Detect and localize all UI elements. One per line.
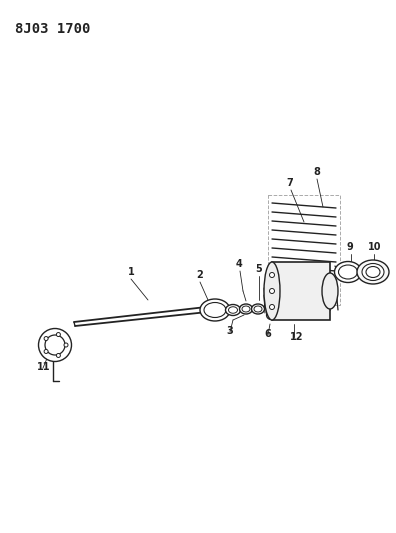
Ellipse shape xyxy=(56,353,61,358)
Ellipse shape xyxy=(270,288,274,294)
Ellipse shape xyxy=(322,273,338,309)
Ellipse shape xyxy=(44,350,48,353)
Ellipse shape xyxy=(38,328,72,361)
Ellipse shape xyxy=(362,263,384,280)
Ellipse shape xyxy=(204,303,226,318)
Ellipse shape xyxy=(251,304,265,314)
Bar xyxy=(268,195,340,305)
Text: 6: 6 xyxy=(264,329,271,339)
Text: 10: 10 xyxy=(368,242,381,252)
Ellipse shape xyxy=(267,311,276,319)
Text: 1: 1 xyxy=(128,267,135,277)
Text: 9: 9 xyxy=(347,242,354,252)
Ellipse shape xyxy=(225,304,240,316)
Text: 7: 7 xyxy=(286,178,293,188)
Text: 12: 12 xyxy=(290,332,303,342)
Text: 5: 5 xyxy=(255,264,262,274)
Text: 8: 8 xyxy=(313,167,320,177)
Bar xyxy=(272,262,330,320)
Ellipse shape xyxy=(228,307,238,313)
Text: 3: 3 xyxy=(226,326,233,336)
Text: 8J03 1700: 8J03 1700 xyxy=(15,22,90,36)
Ellipse shape xyxy=(366,266,380,278)
Ellipse shape xyxy=(270,304,274,310)
Ellipse shape xyxy=(45,335,65,355)
Ellipse shape xyxy=(242,306,250,312)
Ellipse shape xyxy=(339,265,358,279)
Ellipse shape xyxy=(254,306,262,312)
Ellipse shape xyxy=(264,262,280,320)
Ellipse shape xyxy=(357,260,389,284)
Text: 11: 11 xyxy=(37,362,51,372)
Ellipse shape xyxy=(200,299,230,321)
Ellipse shape xyxy=(44,336,48,341)
Ellipse shape xyxy=(56,333,61,336)
Text: 4: 4 xyxy=(236,259,243,269)
Ellipse shape xyxy=(240,304,253,314)
Ellipse shape xyxy=(64,343,68,347)
Ellipse shape xyxy=(270,272,274,278)
Ellipse shape xyxy=(335,262,362,282)
Text: 2: 2 xyxy=(196,270,203,280)
